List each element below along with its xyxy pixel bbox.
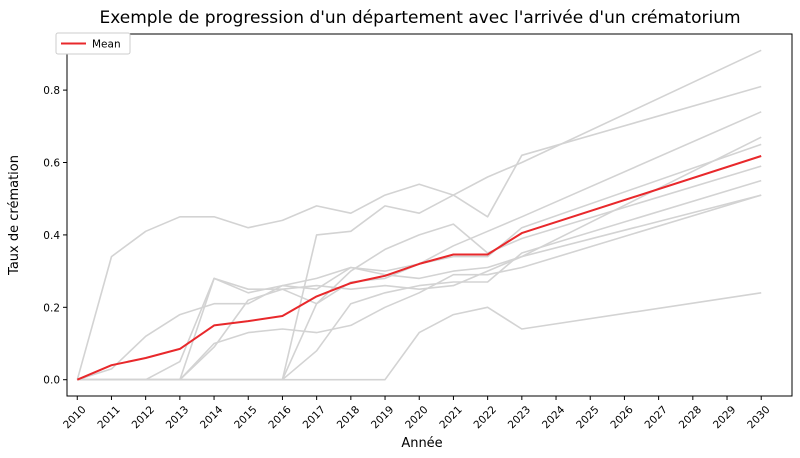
x-tick-label-2011: 2011: [95, 404, 122, 431]
x-tick-label-2015: 2015: [232, 404, 259, 431]
y-axis-label: Taux de crémation: [7, 155, 22, 276]
background-series-group: [76, 49, 762, 381]
y-tick-label-0.8: 0.8: [43, 85, 60, 97]
background-series-line-9: [77, 136, 762, 381]
mean-series-group: [76, 155, 762, 381]
x-tick-label-2024: 2024: [540, 404, 568, 432]
y-tick-label-0.0: 0.0: [43, 375, 60, 387]
x-tick-label-2029: 2029: [711, 404, 738, 431]
x-axis-label: Année: [401, 436, 442, 451]
x-tick-label-2022: 2022: [472, 404, 499, 431]
x-tick-label-2020: 2020: [403, 404, 430, 431]
x-tick-label-2016: 2016: [266, 404, 294, 432]
x-tick-label-2023: 2023: [506, 404, 533, 431]
plot-area: [66, 33, 793, 397]
y-tick-label-0.2: 0.2: [43, 302, 60, 314]
legend: Mean: [55, 32, 131, 55]
x-tick-label-2014: 2014: [198, 404, 226, 432]
background-series-line-5: [77, 194, 762, 381]
chart-title: Exemple de progression d'un département …: [99, 8, 740, 28]
x-tick-label-2018: 2018: [335, 404, 362, 431]
legend-label-mean: Mean: [92, 39, 121, 51]
x-tick-label-2019: 2019: [369, 404, 396, 431]
x-tick-label-2021: 2021: [437, 404, 464, 431]
y-axis: 0.0 0.2 0.4 0.6 0.8: [43, 85, 67, 387]
x-tick-label-2025: 2025: [574, 404, 601, 431]
x-tick-label-2028: 2028: [677, 404, 704, 431]
background-series-line-7: [77, 143, 762, 381]
x-tick-label-2013: 2013: [164, 404, 191, 431]
background-series-line-2: [77, 292, 762, 381]
x-tick-label-2017: 2017: [301, 404, 328, 431]
background-series-line-6: [77, 165, 762, 381]
y-tick-label-0.4: 0.4: [43, 230, 60, 242]
x-tick-label-2030: 2030: [745, 404, 772, 431]
legend-box: [55, 32, 131, 55]
background-series-line-8: [77, 49, 762, 381]
mean-series-line: [76, 155, 762, 381]
x-tick-label-2027: 2027: [643, 404, 670, 431]
x-tick-label-2012: 2012: [130, 404, 157, 431]
x-tick-label-2026: 2026: [608, 404, 636, 432]
x-axis: 2010 2011 2012 2013 2014 2015 2016 2017 2018 2019…: [61, 396, 773, 432]
background-series-line-4: [77, 194, 762, 381]
background-series-line-10: [77, 111, 762, 381]
y-tick-label-0.6: 0.6: [43, 158, 60, 170]
background-series-line-1: [76, 85, 762, 380]
x-tick-label-2010: 2010: [61, 404, 88, 431]
